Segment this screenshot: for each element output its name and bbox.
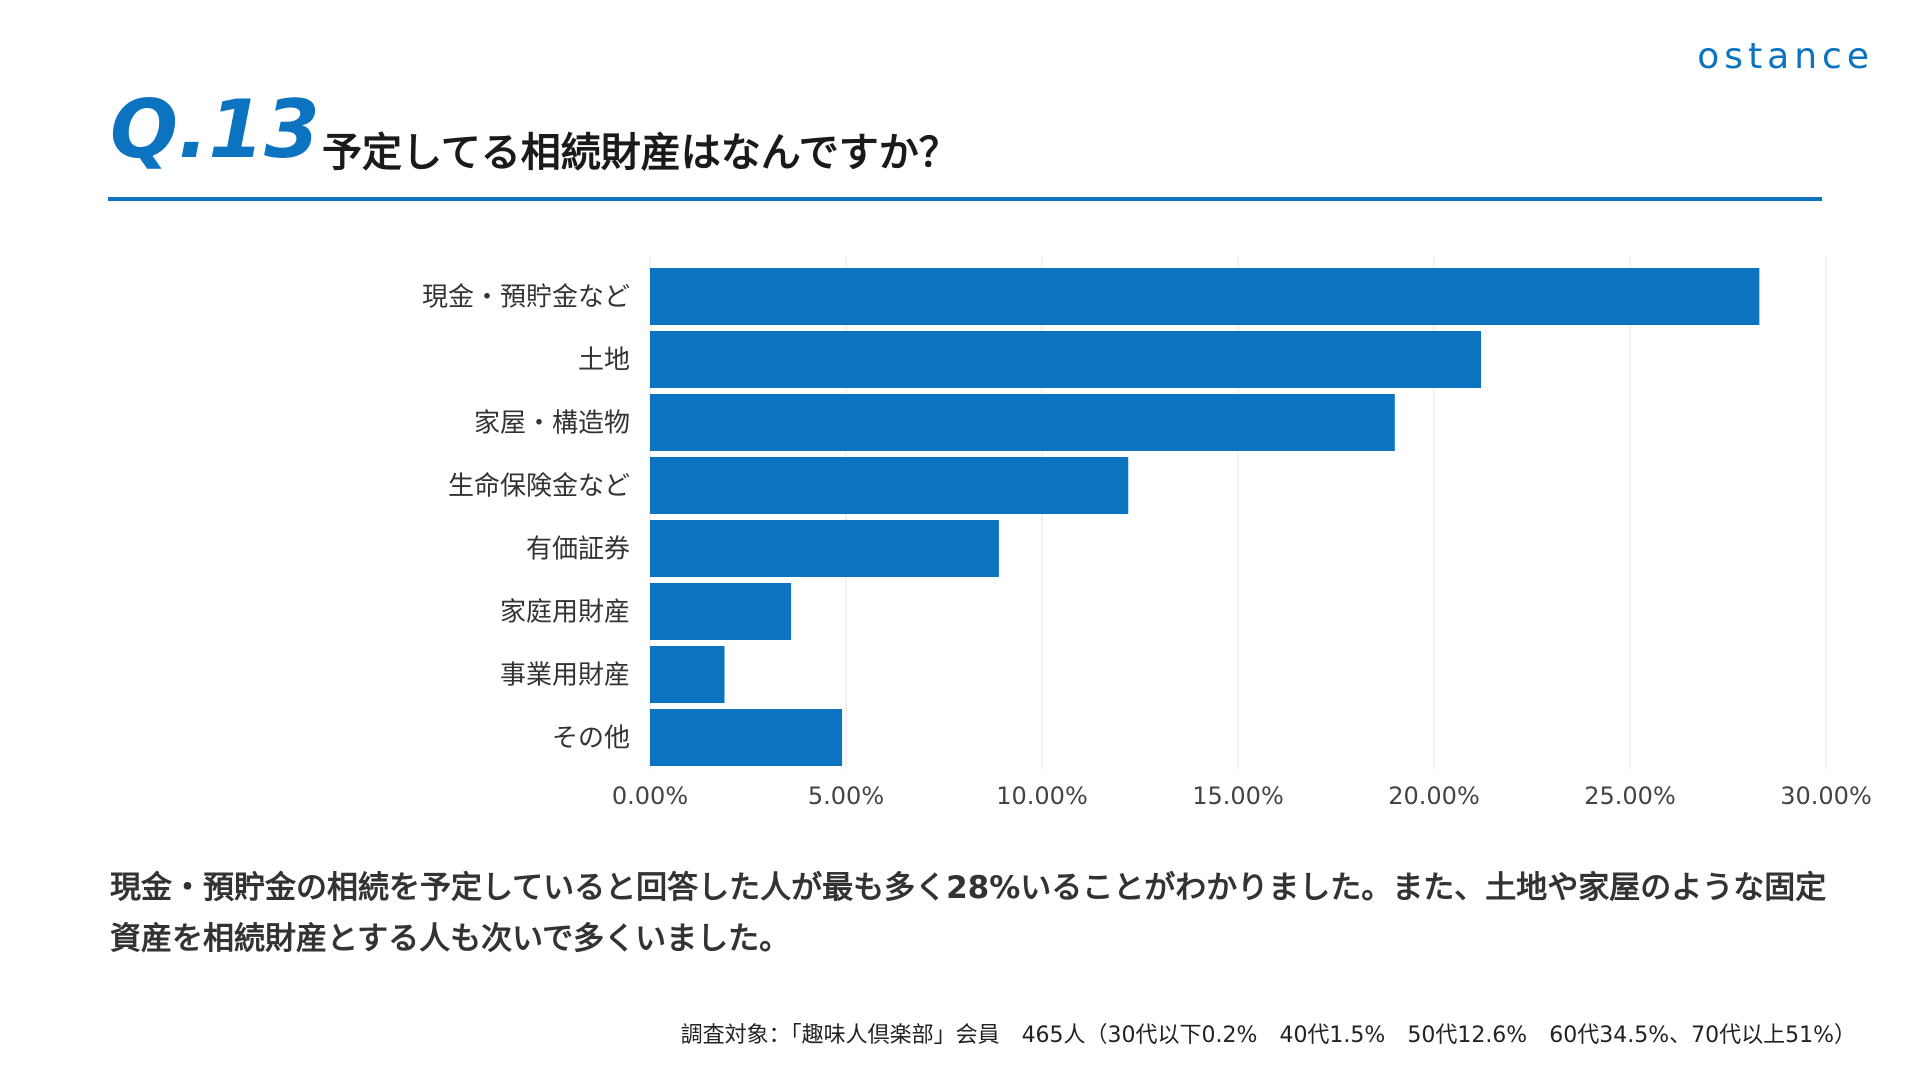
category-label: 家屋・構造物 [474, 409, 630, 439]
category-label: 生命保険金など [448, 472, 630, 502]
x-tick-label: 20.00% [1388, 782, 1480, 810]
chart-bars [650, 268, 1760, 766]
category-label: その他 [552, 724, 630, 754]
bar-chart: 現金・預貯金など土地家屋・構造物生命保険金など有価証券家庭用財産事業用財産その他… [422, 257, 1872, 810]
x-tick-label: 5.00% [808, 782, 884, 810]
question-number: Q.13 [110, 83, 320, 176]
brand-logo: ostance [1697, 36, 1874, 77]
bar [650, 457, 1129, 514]
x-tick-label: 15.00% [1192, 782, 1284, 810]
category-label: 現金・預貯金など [422, 283, 630, 313]
x-tick-label: 30.00% [1780, 782, 1872, 810]
bar [650, 646, 725, 703]
category-label: 土地 [578, 346, 630, 376]
title-divider [108, 197, 1822, 201]
survey-footnote: 調査対象：「趣味人倶楽部」会員 465人（30代以下0.2% 40代1.5% 5… [680, 1023, 1856, 1048]
x-tick-label: 10.00% [996, 782, 1088, 810]
bar [650, 394, 1395, 451]
bar [650, 709, 843, 766]
bar [650, 583, 792, 640]
category-label: 事業用財産 [500, 661, 630, 691]
question-title: 予定してる相続財産はなんですか？ [322, 130, 959, 176]
summary-text: 現金・預貯金の相続を予定していると回答した人が最も多く28%いることがわかりまし… [110, 870, 1827, 957]
x-tick-label: 25.00% [1584, 782, 1676, 810]
bar [650, 520, 999, 577]
x-tick-label: 0.00% [612, 782, 688, 810]
bar [650, 331, 1482, 388]
chart-x-axis-ticks: 0.00% 5.00% 10.00% 15.00% 20.00% 25.00% 30.00% [612, 782, 1872, 810]
bar [650, 268, 1760, 325]
category-label: 有価証券 [526, 535, 630, 565]
category-label: 家庭用財産 [500, 598, 630, 628]
